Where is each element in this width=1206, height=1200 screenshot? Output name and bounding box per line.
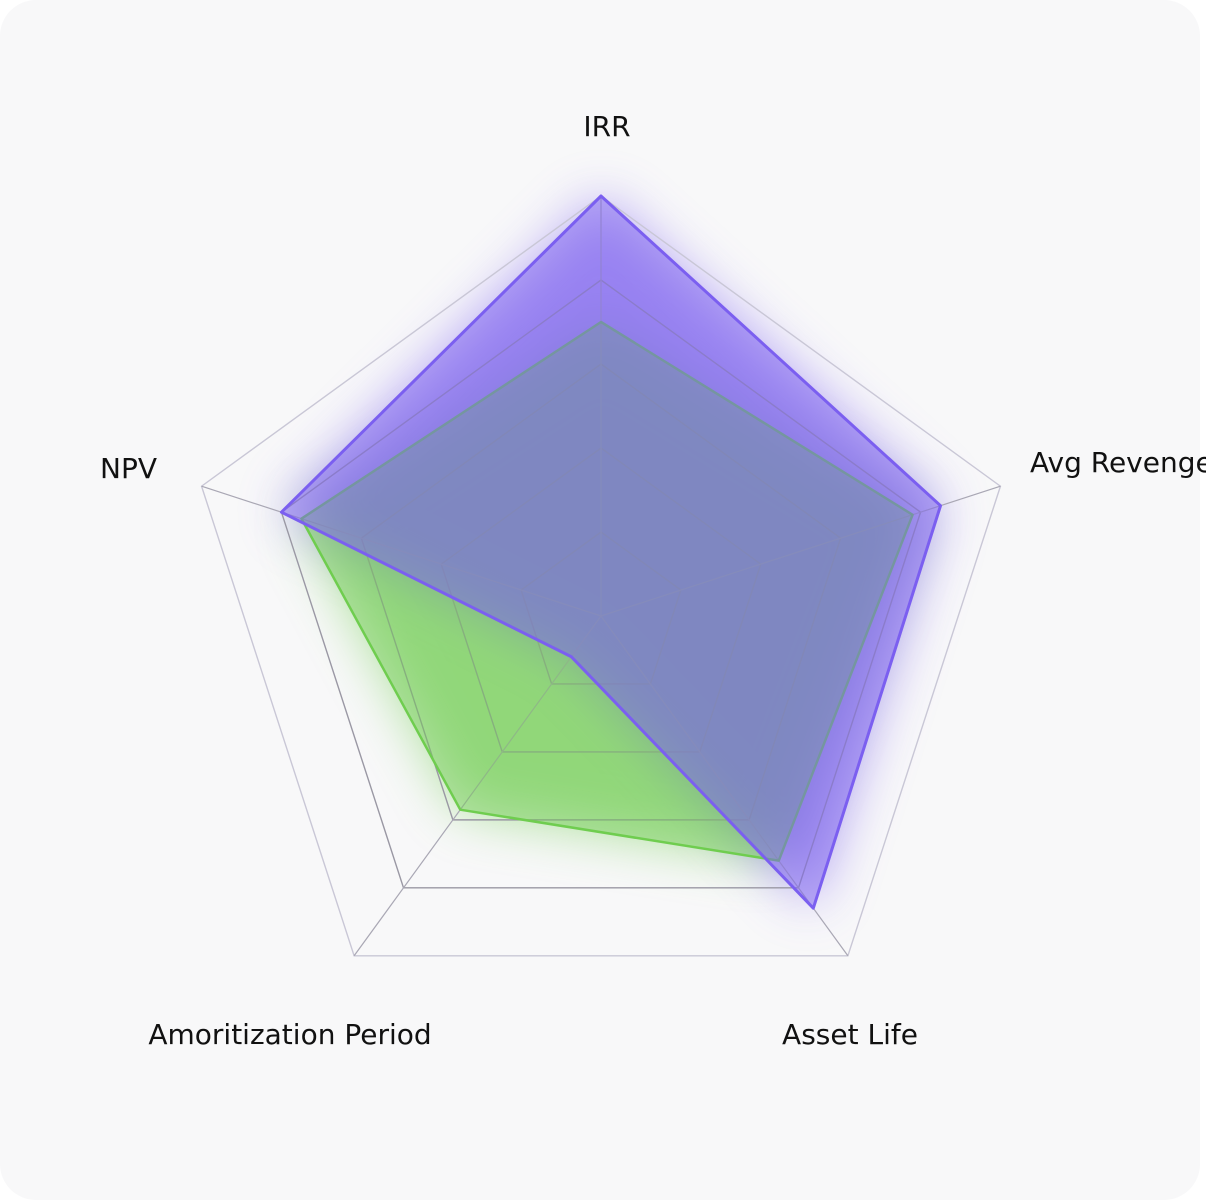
axis-label: IRR xyxy=(583,110,630,143)
grid-ring xyxy=(200,195,1002,957)
axis-label: NPV xyxy=(100,452,157,485)
series-area xyxy=(279,194,943,910)
axis-label: Amoritization Period xyxy=(148,1018,431,1051)
axis-label: Asset Life xyxy=(782,1018,918,1051)
axis-label: Avg Revenge xyxy=(1030,446,1206,479)
radar-series-layer xyxy=(279,194,943,910)
grid-spoke xyxy=(353,615,602,957)
axis-labels: IRR Avg Revenge Asset Life Amoritization Pe… xyxy=(100,110,1206,1051)
